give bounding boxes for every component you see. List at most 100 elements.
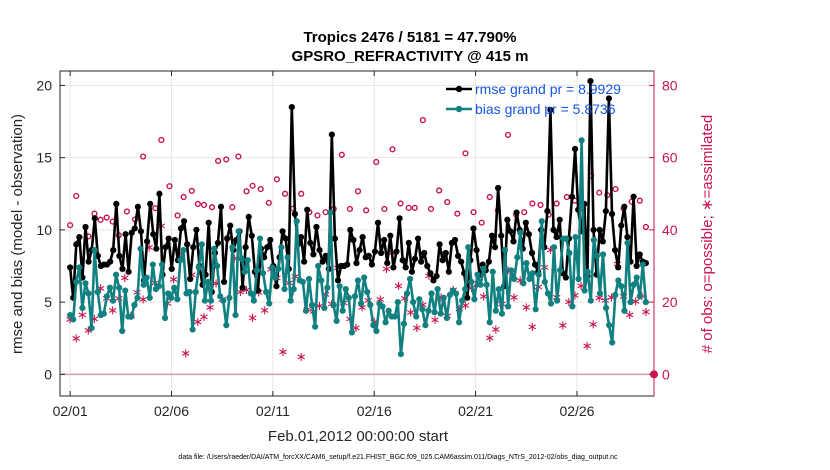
obs-assimilated-point-86: ∗	[588, 317, 599, 332]
rmse-point-159	[556, 216, 563, 223]
bias-point-171	[590, 236, 597, 244]
bias-point-138	[489, 268, 496, 275]
obs-possible-point-62	[553, 200, 560, 207]
bias-point-174	[599, 251, 607, 258]
y-tick-label-4: 20	[36, 77, 52, 93]
x-tick-label-0: 02/01	[53, 403, 88, 419]
bias-point-145	[511, 275, 518, 283]
obs-possible-point-1	[73, 192, 80, 200]
bias-point-31	[161, 314, 169, 322]
rmse-point-59	[248, 232, 255, 239]
obs-assimilated-point-60: ∗	[430, 313, 441, 328]
rmse-point-110	[405, 239, 412, 246]
bias-point-58	[244, 257, 251, 264]
bias-point-149	[523, 260, 530, 267]
bias-point-0	[67, 312, 74, 319]
obs-assimilated-point-92: ∗	[624, 308, 635, 323]
bias-point-144	[508, 267, 515, 274]
bias-point-9	[94, 288, 101, 296]
y-ticks-left: 0 5 10 15 20	[36, 77, 65, 382]
bias-point-152	[532, 306, 539, 313]
rmse-point-87	[334, 277, 342, 284]
rmse-point-73	[291, 210, 298, 218]
y-tick-label-1: 5	[44, 294, 52, 310]
bias-point-137	[486, 319, 493, 326]
bias-point-110	[403, 290, 411, 297]
x-tick-label-5: 02/26	[559, 403, 594, 419]
rmse-point-127	[458, 258, 465, 265]
bias-point-22	[134, 294, 141, 301]
obs-possible-point-41	[381, 205, 388, 213]
bias-point-85	[327, 209, 334, 216]
rmse-point-20	[128, 229, 135, 236]
rmse-point-79	[310, 251, 317, 258]
rmse-point-41	[193, 226, 200, 233]
bias-point-183	[627, 299, 634, 306]
bias-point-134	[477, 281, 484, 288]
bias-point-55	[235, 228, 242, 235]
bias-point-129	[462, 286, 469, 293]
bias-point-86	[330, 301, 337, 309]
obs-assimilated-point-30: ∗	[247, 311, 258, 326]
plot-frame	[59, 70, 655, 397]
rmse-point-13	[107, 258, 114, 265]
bias-point-8	[91, 247, 98, 254]
y-tick-label-right-3: 60	[662, 150, 678, 166]
bias-point-88	[336, 283, 343, 290]
bias-point-151	[529, 270, 536, 277]
rmse-point-77	[304, 206, 311, 213]
chart-subtitle: GPSRO_REFRACTIVITY @ 415 m	[292, 48, 529, 65]
bias-point-159	[553, 297, 561, 304]
rmse-point-15	[113, 200, 120, 207]
bias-point-45	[204, 278, 212, 285]
obs-possible-point-39	[363, 207, 370, 214]
rmse-point-97	[365, 252, 372, 259]
rmse-point-158	[553, 234, 560, 241]
bias-point-5	[82, 280, 89, 287]
bias-point-78	[305, 275, 313, 283]
bias-point-180	[618, 283, 625, 290]
bias-point-90	[342, 286, 349, 293]
obs-assimilated-point-32: ∗	[259, 303, 270, 318]
obs-assimilated-point-87: ∗	[594, 291, 605, 306]
obs-assimilated-point-7: ∗	[107, 303, 118, 318]
obs-possible-point-56	[504, 131, 512, 139]
rmse-point-39	[187, 275, 194, 283]
y-tick-label-0: 0	[44, 366, 52, 382]
rmse-point-94	[356, 247, 363, 254]
bias-point-181	[621, 307, 628, 314]
rmse-point-98	[368, 261, 375, 268]
rmse-point-5	[82, 223, 89, 231]
rmse-point-117	[427, 270, 434, 277]
obs-possible-point-11	[152, 205, 159, 212]
obs-assimilated-point-27: ∗	[229, 251, 240, 266]
bias-point-25	[143, 274, 150, 281]
obs-assimilated-point-82: ∗	[563, 295, 574, 310]
bias-point-23	[137, 245, 144, 252]
obs-possible-point-34	[322, 209, 329, 216]
bias-point-37	[180, 247, 187, 254]
rmse-point-99	[371, 248, 379, 255]
bias-point-127	[455, 319, 463, 326]
obs-assimilated-point-56: ∗	[405, 306, 416, 321]
rmse-point-14	[110, 247, 117, 254]
bias-point-139	[492, 307, 499, 314]
y-axis-label-right: # of obs: o=possible; ∗=assimilated	[699, 115, 716, 354]
obs-possible-point-10	[140, 153, 147, 160]
obs-assimilated-point-2: ∗	[77, 308, 88, 323]
bias-point-143	[504, 303, 512, 310]
bias-point-18	[122, 287, 129, 294]
rmse-point-178	[615, 264, 622, 271]
obs-possible-point-46	[419, 117, 426, 124]
obs-possible-point-63	[563, 193, 570, 201]
obs-assimilated-point-22: ∗	[198, 310, 209, 325]
obs-assimilated-point-19: ∗	[180, 346, 191, 361]
bias-point-178	[612, 291, 619, 298]
obs-assimilated-point-93: ∗	[630, 295, 641, 310]
bias-point-118	[428, 290, 435, 297]
rmse-point-184	[633, 262, 640, 270]
obs-assimilated-point-4: ∗	[89, 312, 100, 327]
bias-point-48	[214, 262, 221, 270]
obs-possible-point-53	[478, 219, 485, 226]
rmse-point-67	[273, 283, 280, 290]
